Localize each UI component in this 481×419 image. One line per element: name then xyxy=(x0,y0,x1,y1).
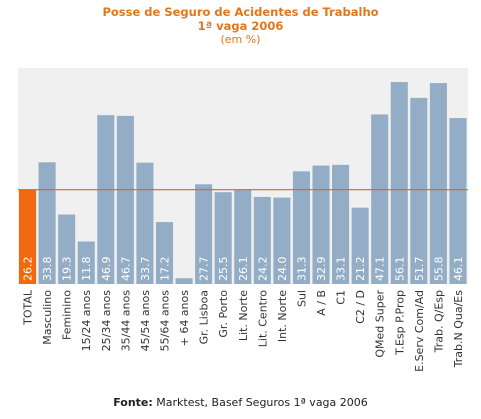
category-label: Sul xyxy=(295,290,308,307)
bar xyxy=(429,83,447,285)
bar xyxy=(351,207,369,284)
category-label: A / B xyxy=(315,290,328,316)
category-label: C1 xyxy=(335,290,348,305)
value-label: 46.1 xyxy=(452,257,465,282)
bar xyxy=(195,184,213,284)
value-label: 46.9 xyxy=(100,257,113,282)
bar xyxy=(371,114,389,284)
bar xyxy=(234,190,252,284)
category-label: Trab. Q/Esp xyxy=(432,290,445,353)
category-label: Gr. Lisboa xyxy=(198,290,211,344)
category-label: Feminino xyxy=(61,290,74,340)
chart-unit-note: (em %) xyxy=(220,33,261,46)
bar xyxy=(38,162,56,284)
value-label: 33.8 xyxy=(41,257,54,282)
category-label: C2 / D xyxy=(354,290,367,324)
value-label: 46.7 xyxy=(119,257,132,282)
value-label: 17.2 xyxy=(158,257,171,282)
chart-subtitle: 1ª vaga 2006 xyxy=(197,19,284,33)
category-label: 45/54 anos xyxy=(139,290,152,352)
bar xyxy=(19,189,37,284)
value-label: 26.2 xyxy=(22,257,35,282)
source-label: Fonte: xyxy=(113,396,153,409)
bar xyxy=(77,241,95,284)
category-label: 15/24 anos xyxy=(80,290,93,352)
category-label: 55/64 anos xyxy=(158,290,171,352)
bar xyxy=(390,82,408,284)
value-label: 21.2 xyxy=(354,257,367,282)
value-label: 26.1 xyxy=(237,257,250,282)
category-label: E.Serv Com/Ad xyxy=(413,290,426,372)
bar xyxy=(312,165,330,284)
bar xyxy=(214,192,232,284)
category-label: Int. Norte xyxy=(276,290,289,342)
value-label: 55.8 xyxy=(432,257,445,282)
category-label: Gr. Porto xyxy=(217,290,230,338)
value-label: 56.1 xyxy=(393,257,406,282)
category-label: TOTAL xyxy=(22,289,35,326)
category-label: 25/34 anos xyxy=(100,290,113,352)
value-label: 33.1 xyxy=(335,257,348,282)
category-label: Lit. Norte xyxy=(237,290,250,341)
value-label: 33.7 xyxy=(139,257,152,282)
source-text: Marktest, Basef Seguros 1ª vaga 2006 xyxy=(152,396,368,409)
bar xyxy=(155,222,174,284)
value-label: 24.0 xyxy=(276,257,289,282)
value-label: 47.1 xyxy=(374,257,387,282)
bar xyxy=(253,196,271,284)
bar xyxy=(136,162,154,284)
bar xyxy=(97,115,115,284)
source-footer: Fonte: Marktest, Basef Seguros 1ª vaga 2… xyxy=(0,396,481,409)
bar xyxy=(410,97,428,284)
value-label: 27.7 xyxy=(198,257,211,282)
category-label: T.Esp P.Prop xyxy=(393,290,406,356)
bar xyxy=(292,171,310,284)
bar xyxy=(116,115,134,284)
category-label: Masculino xyxy=(41,290,54,345)
bar xyxy=(58,214,76,284)
category-label: Trab.N Qua/Es xyxy=(452,290,465,369)
bar xyxy=(273,197,291,284)
bar xyxy=(332,164,350,284)
category-label: Lit. Centro xyxy=(256,290,269,348)
value-label: 32.9 xyxy=(315,257,328,282)
value-label: 31.3 xyxy=(295,257,308,282)
chart-title: Posse de Seguro de Acidentes de Trabalho xyxy=(102,5,379,19)
value-label: 25.5 xyxy=(217,257,230,282)
value-label: 24.2 xyxy=(256,257,269,282)
bar xyxy=(449,118,467,284)
value-label: 19.3 xyxy=(61,257,74,282)
value-label: 11.8 xyxy=(80,257,93,282)
category-label: QMed Super xyxy=(374,290,387,358)
category-label: 35/44 anos xyxy=(119,290,132,352)
category-label: + 64 anos xyxy=(178,290,191,347)
value-label: 51.7 xyxy=(413,257,426,282)
bar xyxy=(175,278,193,284)
